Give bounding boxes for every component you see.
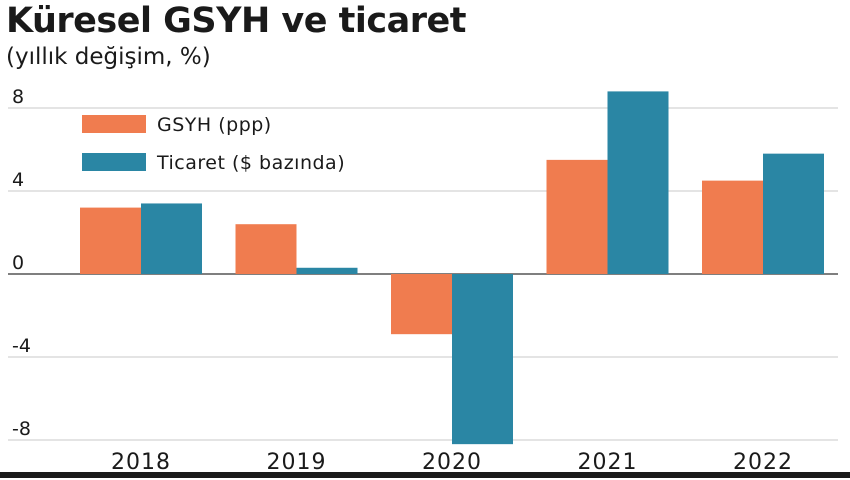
- bar-ticaret-2020: [452, 274, 513, 445]
- x-axis-ticks: 2018 2019 2020 2021 2022: [111, 450, 793, 475]
- x-tick-label: 2022: [733, 450, 793, 475]
- y-axis-ticks: 8 4 0 -4 -8: [12, 86, 31, 440]
- bar-ticaret-2021: [607, 91, 669, 275]
- bars: [80, 91, 824, 445]
- x-tick-label: 2020: [422, 450, 482, 475]
- y-tick-label: -8: [12, 418, 31, 440]
- chart-title: Küresel GSYH ve ticaret: [6, 1, 467, 41]
- legend-label: GSYH (ppp): [157, 114, 272, 136]
- x-tick-label: 2021: [578, 450, 638, 475]
- legend: GSYH (ppp) Ticaret ($ bazında): [82, 114, 345, 174]
- legend-swatch: [82, 115, 146, 133]
- y-tick-label: 4: [12, 169, 24, 191]
- baseline-rule: [0, 472, 850, 478]
- chart-subtitle: (yıllık değişim, %): [6, 44, 211, 70]
- x-tick-label: 2019: [267, 450, 327, 475]
- legend-label: Ticaret ($ bazında): [156, 152, 345, 174]
- y-tick-label: 8: [12, 86, 24, 108]
- bar-gsyh-2018: [80, 207, 141, 274]
- bar-ticaret-2018: [141, 203, 202, 274]
- bar-gsyh-2020: [391, 274, 452, 335]
- bar-ticaret-2022: [763, 153, 824, 274]
- bar-gsyh-2019: [235, 224, 297, 274]
- bar-ticaret-2019: [296, 267, 358, 274]
- x-tick-label: 2018: [111, 450, 171, 475]
- y-tick-label: 0: [12, 252, 24, 274]
- legend-swatch: [82, 153, 146, 171]
- bar-gsyh-2021: [546, 159, 608, 274]
- bar-gsyh-2022: [702, 180, 763, 274]
- y-tick-label: -4: [12, 335, 31, 357]
